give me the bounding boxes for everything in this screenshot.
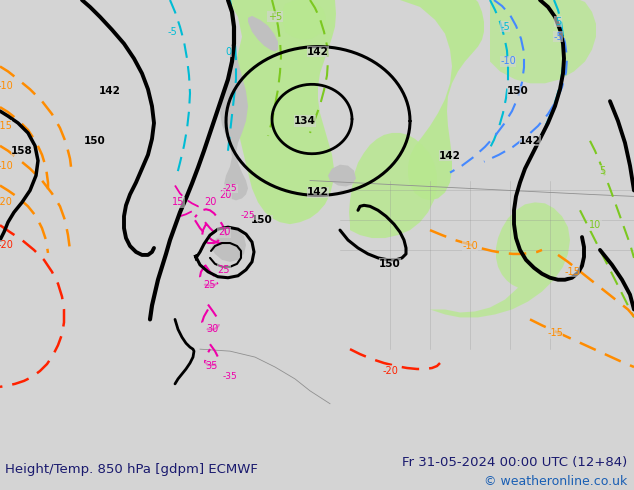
Text: -20: -20 [0,197,12,207]
Text: 150: 150 [251,215,273,225]
Text: 142: 142 [307,47,329,56]
Text: 142: 142 [519,136,541,146]
Text: -15: -15 [547,328,563,338]
Text: 150: 150 [507,86,529,96]
Text: 142: 142 [99,86,121,96]
Polygon shape [228,0,484,224]
Text: -20: -20 [382,366,398,376]
Text: -20: -20 [0,240,13,250]
Polygon shape [210,228,246,262]
Text: 150: 150 [379,259,401,269]
Text: -5: -5 [553,32,563,42]
Text: -10: -10 [0,161,13,171]
Text: -25: -25 [223,184,237,193]
Text: +5: +5 [268,12,282,22]
Text: 20: 20 [218,227,230,237]
Polygon shape [430,202,570,318]
Polygon shape [248,16,278,51]
Text: -15: -15 [564,267,580,277]
Text: 15: 15 [172,197,184,207]
Polygon shape [328,165,356,187]
Text: 0: 0 [225,47,231,56]
Text: 10: 10 [589,220,601,230]
Text: 5: 5 [555,17,561,27]
Text: 150: 150 [84,136,106,146]
Text: Fr 31-05-2024 00:00 UTC (12+84): Fr 31-05-2024 00:00 UTC (12+84) [403,456,628,469]
Text: 25: 25 [217,265,230,275]
Text: 35: 35 [206,361,218,371]
Text: 134: 134 [294,116,316,126]
Polygon shape [282,0,326,40]
Text: 5: 5 [599,166,605,175]
Text: 142: 142 [307,188,329,197]
Text: -10: -10 [0,81,13,91]
Text: 30: 30 [206,324,218,334]
Text: 142: 142 [439,151,461,161]
Text: 158: 158 [11,146,33,156]
Text: -25: -25 [241,211,256,220]
Text: -5: -5 [167,27,177,37]
Text: -10: -10 [500,56,516,67]
Polygon shape [349,133,437,238]
Text: -15: -15 [0,121,12,131]
Text: 25: 25 [204,280,216,290]
Text: Height/Temp. 850 hPa [gdpm] ECMWF: Height/Temp. 850 hPa [gdpm] ECMWF [5,463,258,476]
Polygon shape [490,0,596,83]
Text: -35: -35 [223,372,237,381]
Text: 20: 20 [219,191,231,200]
Text: © weatheronline.co.uk: © weatheronline.co.uk [484,475,628,488]
Polygon shape [220,53,248,200]
Text: 20: 20 [204,197,216,207]
Text: -10: -10 [462,241,478,251]
Text: -5: -5 [500,22,510,32]
